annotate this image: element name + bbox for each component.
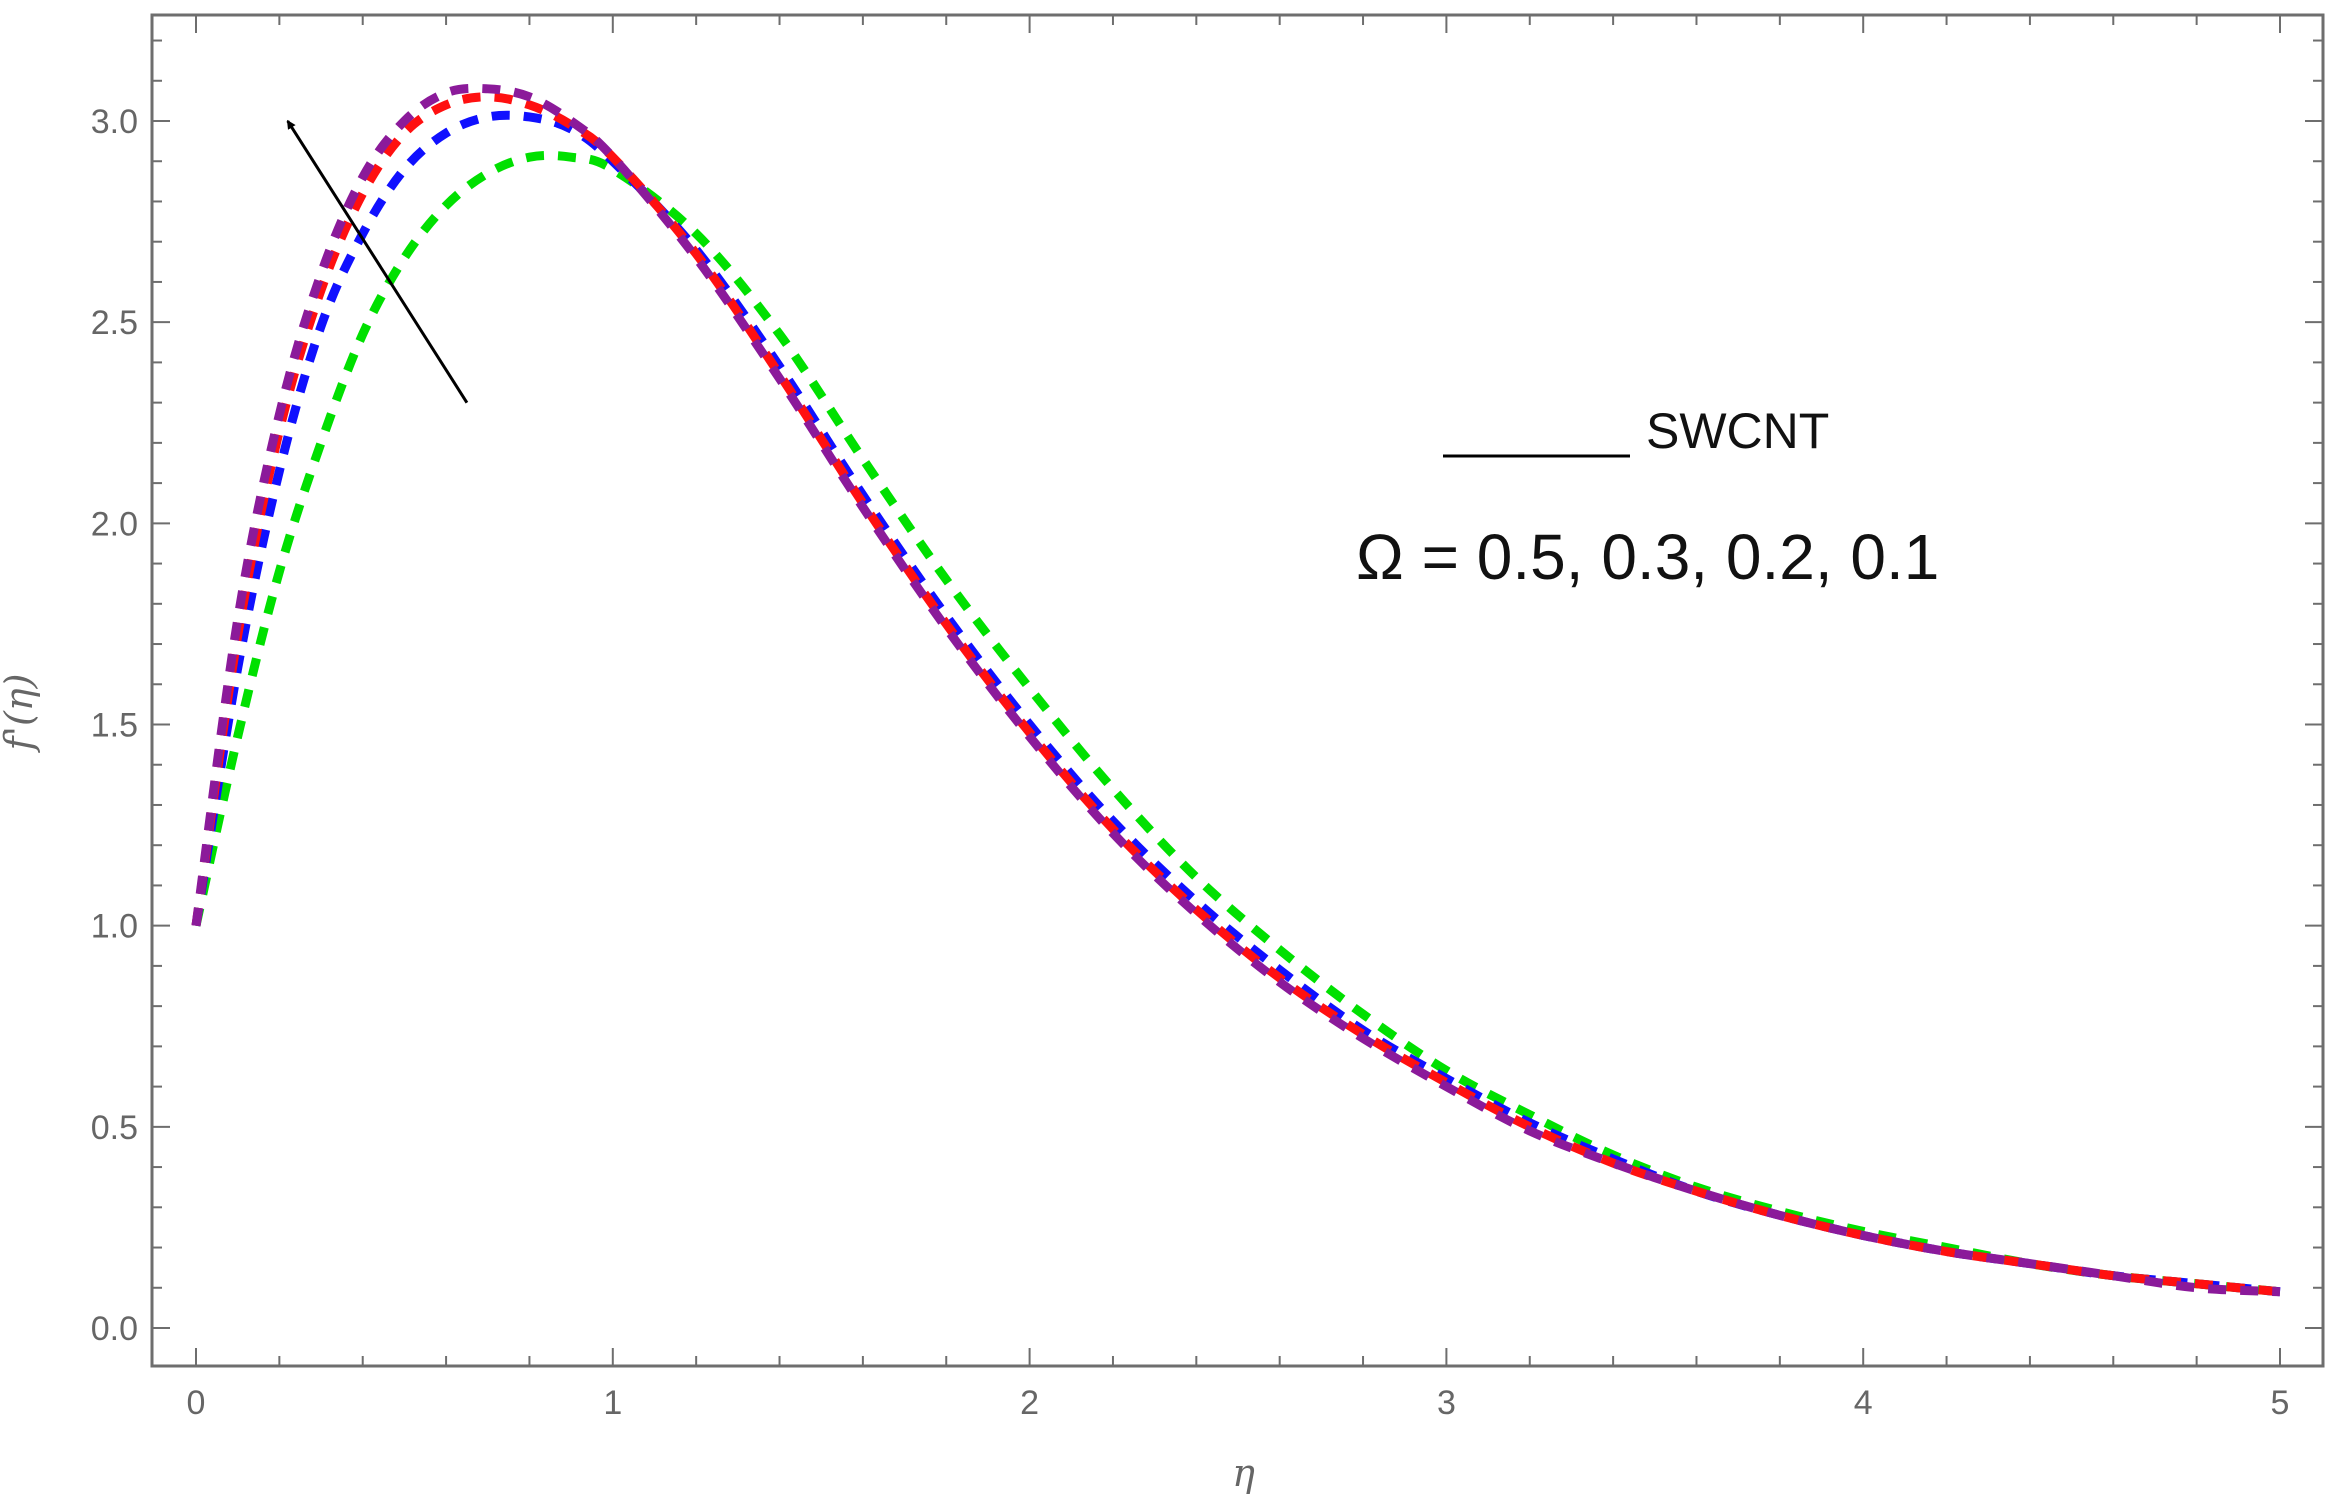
ticks-layer: 0 1 2 3 4 5 0.0 0.5 1.0 1.5 2.0 2.5 3.0	[91, 15, 2323, 1422]
series-line-4	[191, 83, 2281, 1297]
series-line-2	[191, 110, 2281, 1297]
series-layer	[191, 83, 2281, 1297]
y-tick-label: 1.5	[91, 707, 138, 745]
annotation-layer: SWCNT Ω = 0.5, 0.3, 0.2, 0.1	[286, 119, 1939, 593]
series-line-1	[191, 150, 2281, 1297]
legend-text: SWCNT	[1646, 403, 1829, 459]
trend-arrow	[286, 119, 469, 404]
y-tick-label: 0.0	[91, 1310, 138, 1348]
x-tick-label: 5	[2271, 1384, 2290, 1422]
y-tick-label: 3.0	[91, 103, 138, 141]
x-tick-label: 2	[1020, 1384, 1039, 1422]
plot-frame	[150, 13, 2325, 1368]
x-tick-label: 4	[1854, 1384, 1873, 1422]
y-axis-label: f'(η)	[0, 674, 41, 754]
y-tick-label: 0.5	[91, 1109, 138, 1147]
y-tick-label: 2.5	[91, 304, 138, 342]
x-tick-label: 1	[603, 1384, 622, 1422]
x-tick-label: 0	[187, 1384, 206, 1422]
y-tick-label: 2.0	[91, 505, 138, 543]
x-tick-label: 3	[1437, 1384, 1456, 1422]
x-axis-label: η	[1232, 1451, 1255, 1495]
y-tick-label: 1.0	[91, 908, 138, 946]
series-line-3	[191, 92, 2281, 1297]
parameter-text: Ω = 0.5, 0.3, 0.2, 0.1	[1356, 521, 1939, 593]
